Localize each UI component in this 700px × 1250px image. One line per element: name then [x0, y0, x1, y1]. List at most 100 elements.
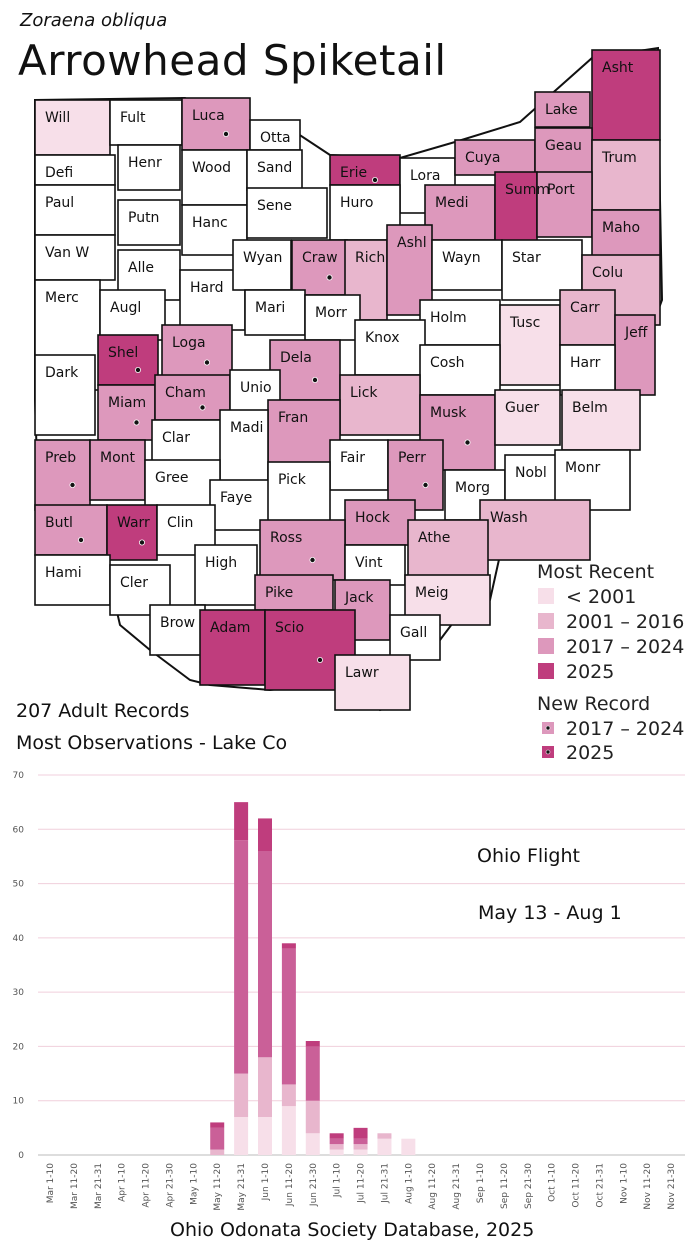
- county-hami: [34, 554, 111, 606]
- bar-may-21-31-2017-2024: [234, 840, 249, 1074]
- county-wash: [479, 499, 591, 561]
- legend-label-2001: < 2001: [566, 586, 636, 608]
- x-tick-aug-11-20: Aug 11-20: [428, 1163, 438, 1210]
- species-title: Arrowhead Spiketail: [18, 36, 447, 85]
- county-label-adam: Adam: [210, 620, 250, 636]
- bar-may-21-31-2001: [234, 1117, 249, 1155]
- county-dark: [34, 354, 96, 436]
- x-tick-jun-11-20: Jun 11-20: [285, 1163, 295, 1207]
- county-label-mari: Mari: [255, 300, 285, 316]
- bar-may-21-31-2001-2016: [234, 1073, 249, 1117]
- county-label-loga: Loga: [172, 335, 206, 351]
- county-fult: [109, 99, 183, 146]
- county-fran: [267, 399, 341, 466]
- county-vint: [344, 544, 406, 586]
- bar-may-11-20-2017-2024: [210, 1127, 225, 1150]
- county-ross: [259, 519, 346, 581]
- county-label-morg: Morg: [455, 480, 490, 496]
- x-tick-oct-1-10: Oct 1-10: [548, 1163, 558, 1202]
- county-clar: [151, 419, 228, 466]
- county-label-hard: Hard: [190, 280, 224, 296]
- flight-chart: 0 10 20 30 40 50 60 70 Mar 1-10 Mar 11-20 Mar 21-…: [13, 771, 685, 1211]
- x-tick-nov-1-10: Nov 1-10: [619, 1163, 629, 1204]
- county-label-brow: Brow: [160, 615, 195, 631]
- y-tick-30: 30: [13, 988, 25, 998]
- county-label-rich: Rich: [355, 250, 385, 266]
- x-tick-mar-21-31: Mar 21-31: [94, 1163, 104, 1209]
- county-label-madi: Madi: [230, 420, 263, 436]
- county-label-musk: Musk: [430, 405, 467, 421]
- county-label-morr: Morr: [315, 305, 347, 321]
- y-tick-10: 10: [13, 1097, 25, 1107]
- county-label-wyan: Wyan: [243, 250, 282, 266]
- county-wood: [181, 149, 248, 206]
- legend-most-recent-title: Most Recent: [537, 561, 654, 583]
- county-cosh: [419, 344, 501, 396]
- county-label-henr: Henr: [128, 155, 162, 171]
- county-label-vint: Vint: [355, 555, 383, 571]
- county-asht: [591, 49, 661, 141]
- x-tick-may-21-31: May 21-31: [237, 1163, 247, 1211]
- county-label-belm: Belm: [572, 400, 608, 416]
- x-tick-apr-11-20: Apr 11-20: [142, 1163, 152, 1208]
- county-label-pick: Pick: [278, 472, 307, 488]
- county-label-unio: Unio: [240, 380, 272, 396]
- bar-jul-1-10-2001-2016: [329, 1144, 344, 1150]
- county-label-lick: Lick: [350, 385, 378, 401]
- x-tick-apr-1-10: Apr 1-10: [118, 1163, 128, 1202]
- county-label-fult: Fult: [120, 110, 146, 126]
- bar-jul-1-10-2017-2024: [329, 1138, 344, 1145]
- county-label-luca: Luca: [192, 108, 225, 124]
- flight-label: Ohio Flight: [477, 845, 580, 867]
- county-paul: [34, 184, 116, 236]
- county-label-sene: Sene: [257, 198, 292, 214]
- legend-swatch-2001-2016: [538, 613, 554, 629]
- county-label-ashl: Ashl: [397, 235, 427, 251]
- county-label-sand: Sand: [257, 160, 292, 176]
- county-label-fran: Fran: [278, 410, 308, 426]
- county-label-erie: Erie: [340, 165, 367, 181]
- county-fair: [329, 439, 389, 491]
- county-knox: [354, 319, 426, 376]
- county-label-trum: Trum: [601, 150, 637, 166]
- county-label-harr: Harr: [570, 355, 601, 371]
- county-label-meig: Meig: [415, 585, 448, 601]
- county-label-van-w: Van W: [45, 245, 89, 261]
- county-label-hanc: Hanc: [192, 215, 228, 231]
- county-mont: [89, 439, 146, 501]
- county-luca: [181, 97, 251, 151]
- county-label-maho: Maho: [602, 220, 640, 236]
- county-warr: [106, 504, 158, 561]
- county-label-high: High: [205, 555, 237, 571]
- county-label-merc: Merc: [45, 290, 79, 306]
- chart-grid: 0 10 20 30 40 50 60 70: [13, 771, 685, 1161]
- bar-may-21-31-2025: [234, 802, 249, 841]
- county-harr: [559, 344, 616, 396]
- county-pick: [267, 461, 331, 523]
- x-tick-apr-21-30: Apr 21-30: [165, 1163, 175, 1208]
- bar-jun-21-30-2001: [305, 1133, 320, 1155]
- scientific-name: Zoraena obliqua: [20, 10, 168, 31]
- county-defi: [34, 154, 116, 186]
- county-label-scio: Scio: [275, 620, 304, 636]
- county-lawr: [334, 654, 411, 711]
- county-label-cham: Cham: [165, 385, 206, 401]
- county-craw: [291, 239, 348, 296]
- new-record-dot: [326, 274, 333, 281]
- bar-jun-21-30-2001-2016: [305, 1100, 320, 1134]
- x-tick-nov-11-20: Nov 11-20: [643, 1163, 653, 1210]
- county-label-lawr: Lawr: [345, 665, 379, 681]
- county-label-wayn: Wayn: [442, 250, 481, 266]
- county-belm: [561, 389, 641, 451]
- county-label-lora: Lora: [410, 168, 440, 184]
- county-van-w: [34, 234, 116, 281]
- chart-x-ticks: Mar 1-10 Mar 11-20 Mar 21-31 Apr 1-10 Apr 11…: [46, 1163, 677, 1211]
- y-tick-60: 60: [13, 825, 25, 835]
- new-record-dot: [311, 376, 318, 383]
- county-label-warr: Warr: [117, 515, 150, 531]
- county-label-monr: Monr: [565, 460, 601, 476]
- county-butl: [34, 504, 108, 556]
- county-brow: [149, 604, 206, 656]
- county-adam: [199, 609, 266, 686]
- county-erie: [329, 154, 401, 186]
